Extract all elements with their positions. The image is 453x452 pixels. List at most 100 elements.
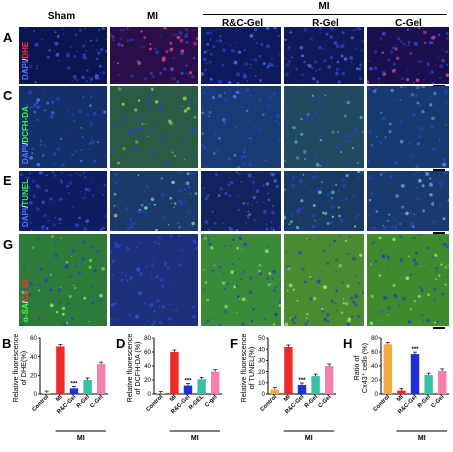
chart-H-bar-5 xyxy=(437,370,447,394)
chart-D-bar-3 xyxy=(183,385,193,394)
micrograph-r2-c1 xyxy=(19,86,107,168)
micrograph-r3-c1 xyxy=(19,171,107,231)
chart-F-ytick-label: 10 xyxy=(258,380,265,387)
stain-a: α-SA xyxy=(21,303,30,322)
chart-D-ytick-label: 20 xyxy=(144,377,151,384)
bar-charts: Relative fluorescenceof DHE(%)0204060Con… xyxy=(11,334,449,442)
row-stain-label-2: DAPI/DCFH-DA xyxy=(21,106,30,164)
micrograph-r1-c5 xyxy=(367,27,449,84)
chart-H-bar-4 xyxy=(424,375,433,394)
chart-H-category-label: MI xyxy=(396,394,405,403)
chart-D-ytick-label: 40 xyxy=(144,363,151,370)
micrograph-r4-c3 xyxy=(201,234,281,326)
chart-B-bar-1 xyxy=(42,393,52,394)
panel-label-f: F xyxy=(230,336,238,351)
micrograph-r4-c4 xyxy=(284,234,364,326)
chart-H-annotation: *** xyxy=(411,347,419,353)
chart-F-group-label: MI xyxy=(305,435,313,442)
micrograph-r1-c2 xyxy=(110,27,198,84)
chart-B-annotation: *** xyxy=(70,381,78,387)
panel-label-b: B xyxy=(2,336,12,351)
row-stain-label-4: α-SA/Cx-43 xyxy=(21,279,30,322)
micrograph-r2-c3 xyxy=(201,86,281,168)
panel-label-d: D xyxy=(116,336,126,351)
panel-label-g: G xyxy=(3,237,14,252)
scale-bar-2 xyxy=(433,169,445,171)
chart-D-bar-2 xyxy=(170,352,179,394)
scale-bar-3 xyxy=(433,232,445,234)
chart-F-ytick-label: 0 xyxy=(262,391,266,398)
micrograph-r4-c5 xyxy=(367,234,449,326)
chart-B-bar-2 xyxy=(56,346,65,394)
micrograph-r2-c5 xyxy=(367,86,449,168)
stain-a: DAPI xyxy=(21,207,30,227)
chart-D-ytick-label: 80 xyxy=(144,335,151,342)
chart-F-category-label: MI xyxy=(283,394,292,403)
chart-F-ytick-label: 20 xyxy=(258,369,265,376)
stain-b: DCFH-DA xyxy=(21,106,30,143)
stain-b: TUNEL xyxy=(21,178,30,206)
chart-D-bar-5 xyxy=(210,371,220,394)
chart-F-category-label: R-Gel xyxy=(304,394,319,409)
chart-H-group-label: MI xyxy=(418,435,426,442)
chart-F-annotation: *** xyxy=(298,378,306,384)
chart-B-category-label: C-Gel xyxy=(89,394,104,409)
chart-F-category-label: C-Gel xyxy=(317,394,332,409)
stain-b: Cx-43 xyxy=(21,279,30,302)
micrograph-r1-c1 xyxy=(19,27,107,84)
chart-F-bar-3 xyxy=(297,385,307,394)
panel-label-h: H xyxy=(343,336,353,351)
chart-F-bar-4 xyxy=(311,376,320,394)
scale-bar-4 xyxy=(433,327,445,329)
chart-D-category-label: C-gel xyxy=(204,394,219,409)
chart-D-group-label: MI xyxy=(191,435,199,442)
stain-a: DAPI xyxy=(21,144,30,164)
chart-F-ytick-label: 50 xyxy=(258,335,265,342)
chart-H-ytick-label: 60 xyxy=(371,349,378,356)
micrograph-r3-c3 xyxy=(201,171,281,231)
chart-B-ylabel: Relative fluorescenceof DHE(%) xyxy=(11,334,28,403)
header-mi-group: MI xyxy=(318,1,330,12)
micrograph-r1-c4 xyxy=(284,27,364,84)
panel-label-c: C xyxy=(3,88,13,103)
micrograph-r3-c2 xyxy=(110,171,198,231)
chart-H-ylabel: Ratio ofCx43⁺ cells (%) xyxy=(352,343,369,393)
chart-F-bar-1 xyxy=(270,389,280,394)
chart-D-category-label: R-GEL xyxy=(188,394,205,411)
row-stain-label-3: DAPI/TUNEL xyxy=(21,179,30,227)
header-sham: Sham xyxy=(47,11,76,22)
chart-B-ytick-label: 40 xyxy=(30,354,37,361)
chart-H-category-label: C-Gel xyxy=(430,394,445,409)
chart-B-ytick-label: 60 xyxy=(30,335,37,342)
micrograph-r4-c2 xyxy=(110,234,198,326)
chart-D-ytick-label: 0 xyxy=(148,391,152,398)
chart-H-category-label: R-Gel xyxy=(417,394,432,409)
chart-D-bar-4 xyxy=(197,379,206,394)
micrograph-r4-c1 xyxy=(19,234,107,326)
header-mi-group-line xyxy=(203,14,447,15)
chart-F-ytick-label: 30 xyxy=(258,358,265,365)
row-stain-label-1: DAPI/DHE xyxy=(21,42,30,80)
chart-B-category-label: MI xyxy=(55,394,64,403)
stain-sep: / xyxy=(21,301,30,304)
panel-label-e: E xyxy=(3,173,12,188)
chart-D-ylabel: Relative fluorescenceof DCFH-DA (%) xyxy=(125,334,142,403)
panel-label-a: A xyxy=(3,30,13,45)
chart-D-category-label: MI xyxy=(169,394,178,403)
chart-B-category-label: R-Gel xyxy=(76,394,91,409)
chart-B-ytick-label: 0 xyxy=(34,391,38,398)
header-rc-gel: R&C-Gel xyxy=(221,18,264,29)
micrograph-r2-c2 xyxy=(110,86,198,168)
chart-H-ytick-label: 0 xyxy=(375,391,379,398)
chart-H-ytick-label: 20 xyxy=(371,377,378,384)
chart-F-bar-2 xyxy=(284,346,293,394)
chart-H-bar-2 xyxy=(397,390,406,394)
micrograph-r1-c3 xyxy=(201,27,281,84)
chart-H-ytick-label: 40 xyxy=(371,363,378,370)
header-mi: MI xyxy=(146,11,159,22)
chart-H-bar-3 xyxy=(410,354,420,394)
header-c-gel: C-Gel xyxy=(395,18,422,29)
header-r-gel: R-Gel xyxy=(312,18,339,29)
chart-F-bar-5 xyxy=(324,366,334,394)
micrograph-r3-c5 xyxy=(367,171,449,231)
